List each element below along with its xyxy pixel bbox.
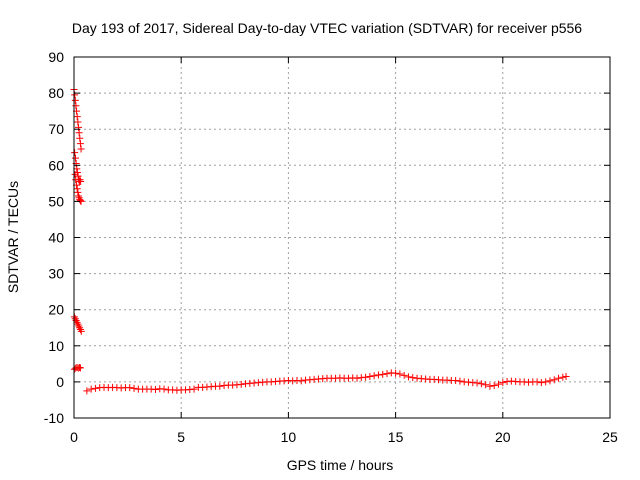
y-tick-label: -10 bbox=[44, 410, 64, 426]
data-point bbox=[370, 372, 378, 380]
y-tick-label: 0 bbox=[56, 374, 64, 390]
data-point bbox=[76, 324, 84, 332]
data-point bbox=[396, 370, 404, 378]
y-tick-label: 50 bbox=[48, 193, 64, 209]
y-tick-label: 30 bbox=[48, 266, 64, 282]
data-point bbox=[537, 379, 545, 387]
data-point bbox=[73, 113, 81, 121]
data-point bbox=[77, 178, 85, 186]
data-point bbox=[542, 378, 550, 386]
x-tick-label: 15 bbox=[388, 429, 404, 445]
data-point bbox=[74, 320, 82, 328]
data-point bbox=[379, 370, 387, 378]
chart-title: Day 193 of 2017, Sidereal Day-to-day VTE… bbox=[72, 20, 582, 36]
data-point bbox=[126, 384, 134, 392]
data-point bbox=[76, 140, 84, 148]
data-point bbox=[130, 384, 138, 392]
data-point bbox=[452, 376, 460, 384]
x-tick-label: 25 bbox=[602, 429, 618, 445]
data-point bbox=[353, 374, 361, 382]
data-point bbox=[77, 145, 85, 153]
data-point bbox=[75, 123, 83, 131]
data-point bbox=[533, 378, 541, 386]
data-point bbox=[75, 194, 83, 202]
data-point bbox=[409, 374, 417, 382]
data-point bbox=[83, 387, 91, 395]
data-point bbox=[374, 371, 382, 379]
data-point bbox=[216, 382, 224, 390]
y-tick-label: 10 bbox=[48, 338, 64, 354]
y-tick-label: 20 bbox=[48, 302, 64, 318]
data-point bbox=[76, 326, 84, 334]
data-point bbox=[362, 373, 370, 381]
data-point bbox=[71, 315, 79, 323]
data-point bbox=[73, 318, 81, 326]
y-axis-label: SDTVAR / TECUs bbox=[5, 181, 21, 293]
data-point bbox=[72, 102, 80, 110]
data-point bbox=[75, 322, 83, 330]
data-point bbox=[237, 380, 245, 388]
y-tick-label: 90 bbox=[48, 49, 64, 65]
data-point bbox=[490, 382, 498, 390]
data-point bbox=[456, 377, 464, 385]
data-point bbox=[383, 370, 391, 378]
data-point bbox=[400, 371, 408, 379]
data-point bbox=[160, 385, 168, 393]
y-tick-label: 60 bbox=[48, 157, 64, 173]
data-series-sdtvar bbox=[70, 85, 570, 395]
data-point bbox=[76, 197, 84, 205]
data-point bbox=[477, 380, 485, 388]
data-point bbox=[366, 372, 374, 380]
data-point bbox=[562, 372, 570, 380]
data-point bbox=[499, 379, 507, 387]
x-tick-label: 10 bbox=[281, 429, 297, 445]
x-axis-label: GPS time / hours bbox=[287, 457, 394, 473]
x-tick-label: 5 bbox=[177, 429, 185, 445]
data-point bbox=[495, 380, 503, 388]
data-point bbox=[151, 385, 159, 393]
data-point bbox=[76, 196, 84, 204]
data-point bbox=[71, 96, 79, 104]
data-point bbox=[74, 172, 82, 180]
grid bbox=[74, 57, 610, 418]
data-point bbox=[550, 376, 558, 384]
data-point bbox=[559, 373, 567, 381]
data-point bbox=[71, 91, 79, 99]
data-point bbox=[71, 170, 79, 178]
data-point bbox=[297, 377, 305, 385]
data-point bbox=[73, 185, 81, 193]
data-point bbox=[74, 118, 82, 126]
x-tick-label: 0 bbox=[70, 429, 78, 445]
data-point bbox=[486, 382, 494, 390]
data-point bbox=[72, 154, 80, 162]
data-point bbox=[546, 377, 554, 385]
data-point bbox=[190, 385, 198, 393]
data-point bbox=[555, 374, 563, 382]
data-point bbox=[71, 149, 79, 157]
data-point bbox=[76, 134, 84, 142]
data-point bbox=[404, 373, 412, 381]
data-point bbox=[76, 364, 84, 372]
axis-ticks bbox=[73, 56, 611, 419]
y-tick-label: 40 bbox=[48, 230, 64, 246]
data-point bbox=[75, 192, 83, 200]
data-point bbox=[392, 369, 400, 377]
data-point bbox=[77, 327, 85, 335]
data-point bbox=[74, 188, 82, 196]
data-point bbox=[75, 129, 83, 137]
data-point bbox=[72, 176, 80, 184]
y-tick-label: 70 bbox=[48, 121, 64, 137]
data-point bbox=[91, 384, 99, 392]
y-tick-label: 80 bbox=[48, 85, 64, 101]
data-point bbox=[87, 385, 95, 393]
data-point bbox=[482, 381, 490, 389]
data-point bbox=[473, 379, 481, 387]
x-tick-label: 20 bbox=[495, 429, 511, 445]
axis-tick-labels: 0 5 10 15 20 25 -10 0 10 20 30 40 50 60 70 80 90 bbox=[44, 49, 618, 445]
